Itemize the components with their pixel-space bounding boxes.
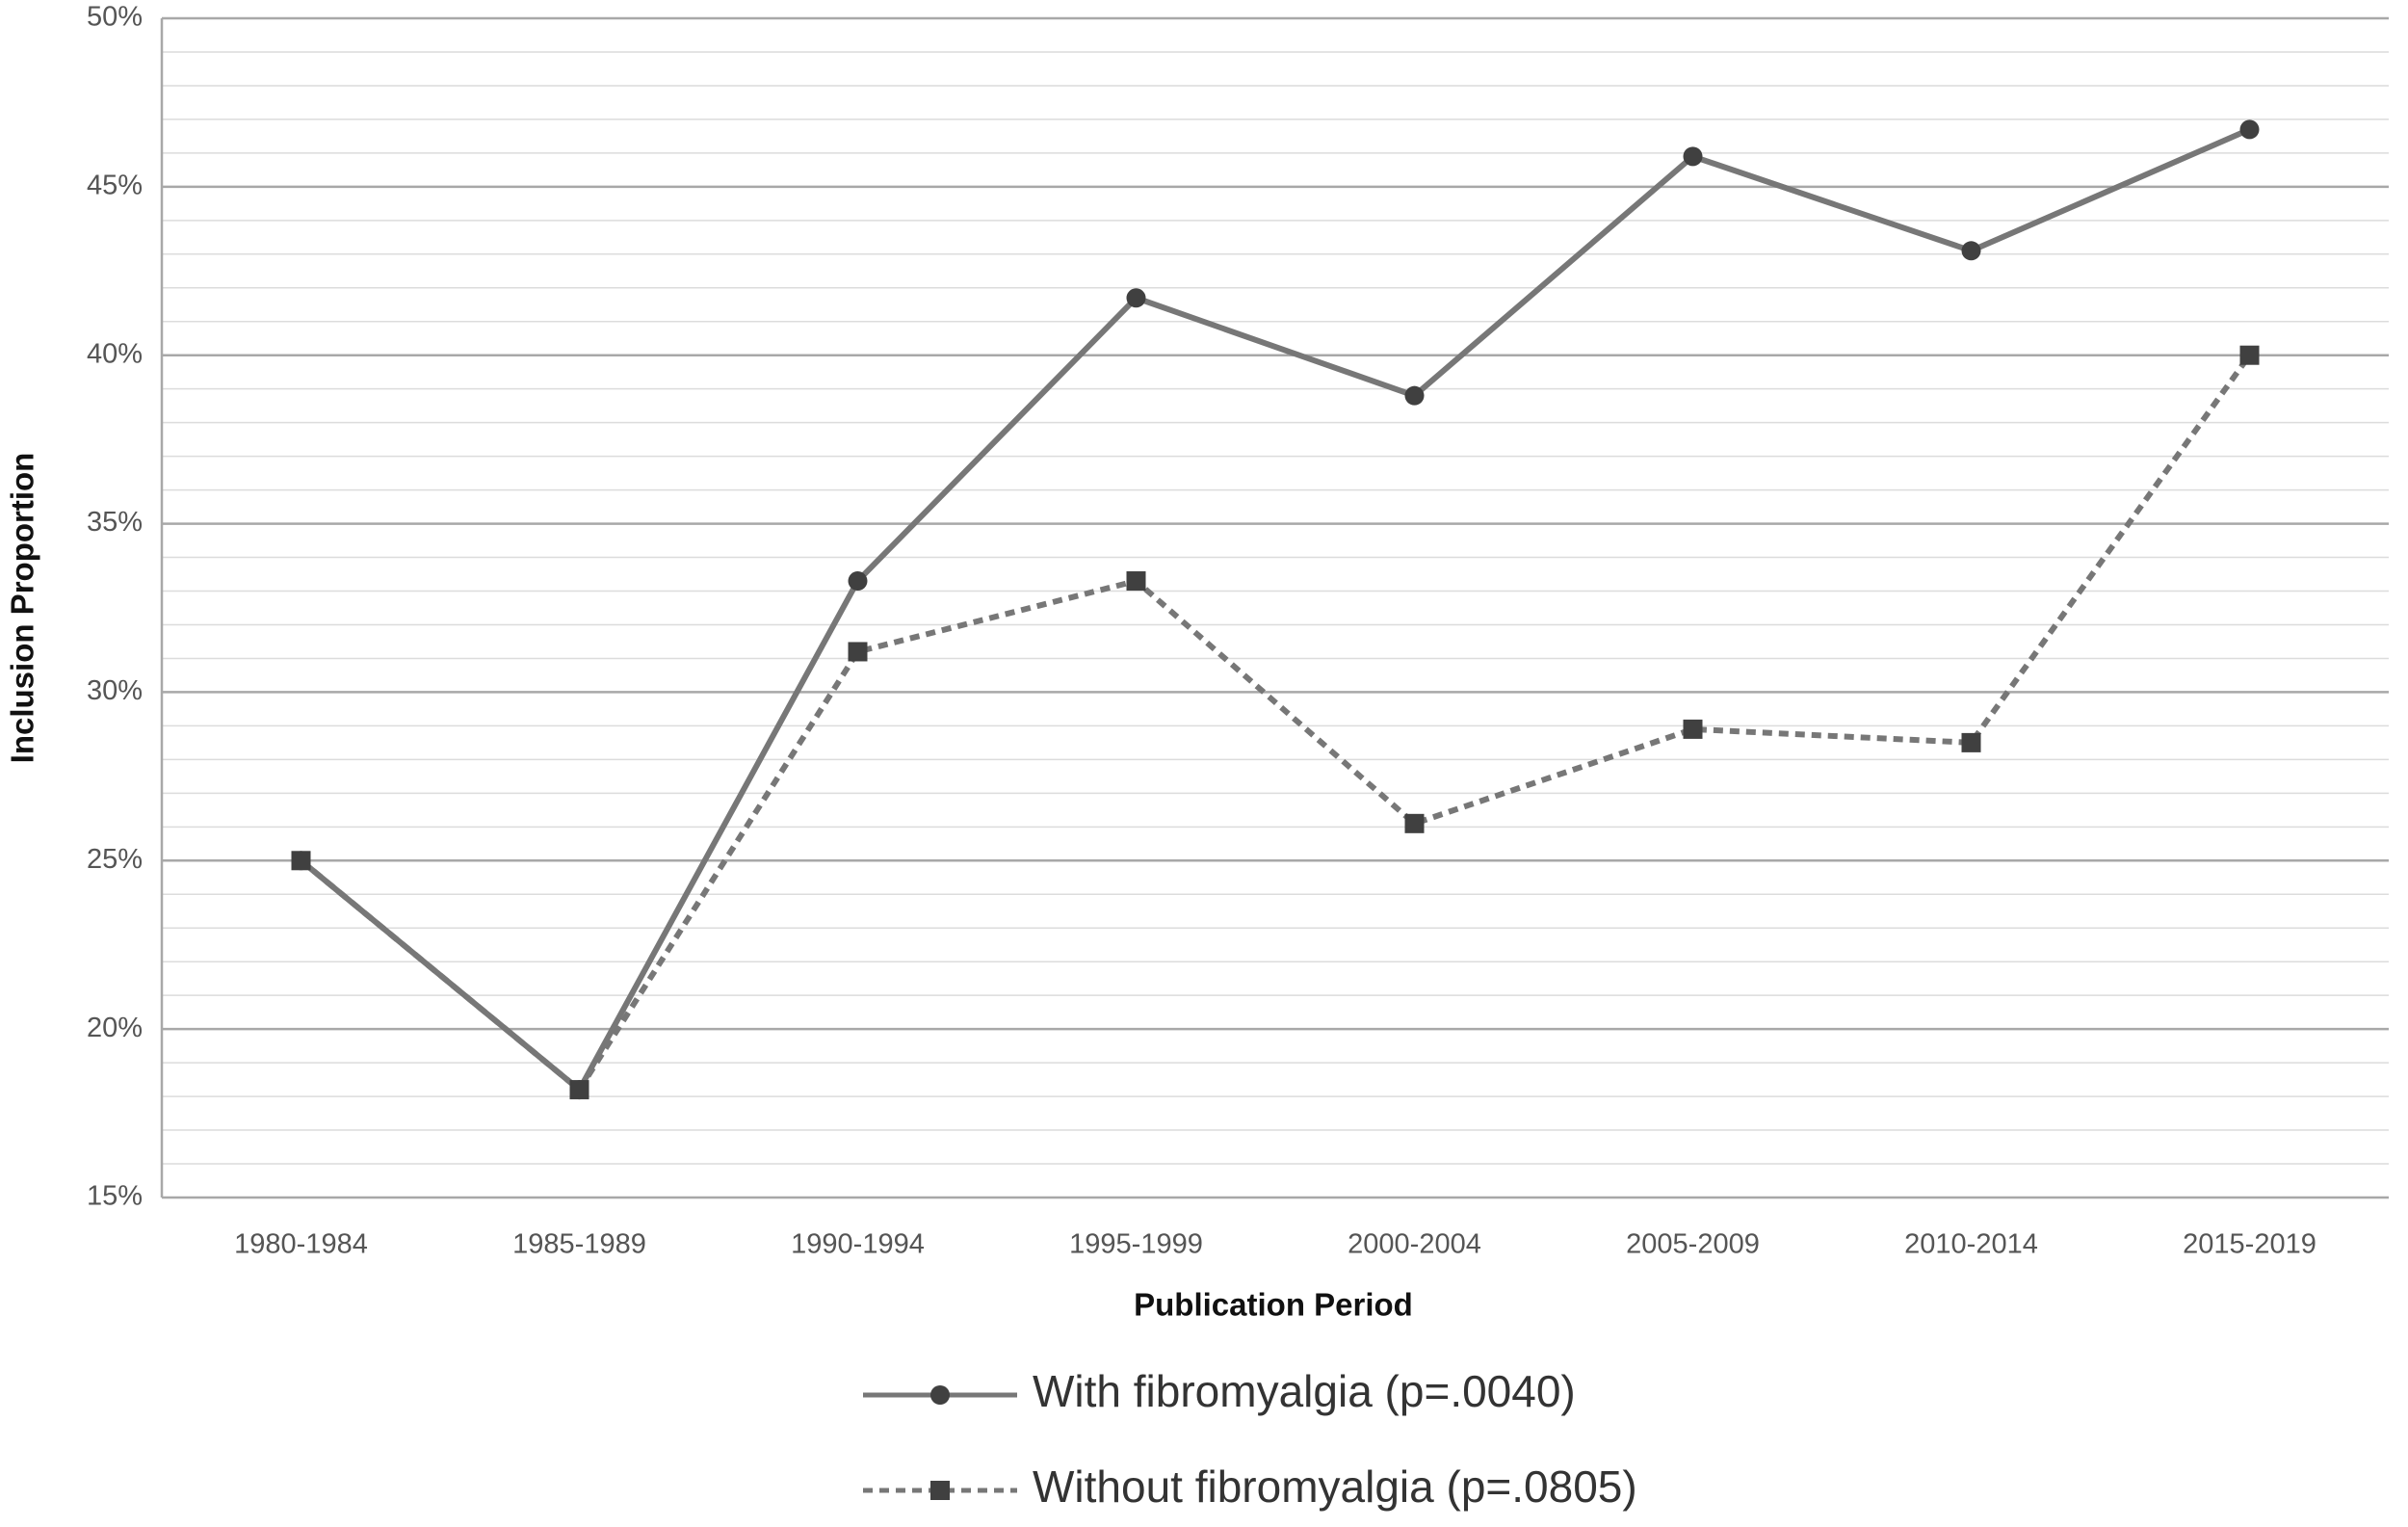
legend-label: With fibromyalgia (p=.0040)	[1033, 1366, 1576, 1416]
legend-label: Without fibromyalgia (p=.0805)	[1033, 1461, 1637, 1512]
x-tick-label: 1985-1989	[512, 1229, 646, 1260]
data-point	[1961, 241, 1981, 261]
y-tick-label: 15%	[87, 1181, 143, 1212]
legend-marker	[930, 1481, 950, 1500]
data-point	[1961, 732, 1981, 752]
data-point	[848, 642, 868, 662]
x-axis-title: Publication Period	[1134, 1287, 1413, 1323]
data-point	[1683, 146, 1703, 167]
y-tick-label: 30%	[87, 675, 143, 706]
data-point	[1404, 385, 1425, 406]
data-point	[1683, 719, 1703, 739]
data-point	[1126, 571, 1146, 592]
data-point	[1126, 288, 1146, 308]
data-point	[569, 1080, 589, 1100]
series-line	[299, 126, 2251, 1094]
y-tick-label: 40%	[87, 338, 143, 369]
x-tick-label: 2010-2014	[1904, 1229, 2038, 1260]
x-tick-label: 2015-2019	[2183, 1229, 2316, 1260]
y-tick-label: 25%	[87, 844, 143, 875]
y-tick-label: 35%	[87, 507, 143, 538]
data-point	[1404, 813, 1425, 833]
y-tick-label: 20%	[87, 1013, 143, 1043]
x-tick-label: 1990-1994	[791, 1229, 925, 1260]
data-point	[2239, 119, 2260, 140]
data-point	[291, 851, 311, 871]
x-tick-label: 2005-2009	[1626, 1229, 1760, 1260]
legend-marker	[930, 1385, 950, 1405]
x-tick-label: 1980-1984	[234, 1229, 368, 1260]
x-tick-label: 1995-1999	[1069, 1229, 1203, 1260]
y-tick-label: 50%	[87, 2, 143, 33]
y-tick-label: 45%	[87, 171, 143, 201]
series-line	[299, 353, 2252, 1094]
data-point	[2239, 345, 2260, 365]
y-axis-title: Inclusion Proportion	[5, 453, 40, 764]
data-point	[848, 571, 868, 592]
x-tick-label: 2000-2004	[1348, 1229, 1481, 1260]
